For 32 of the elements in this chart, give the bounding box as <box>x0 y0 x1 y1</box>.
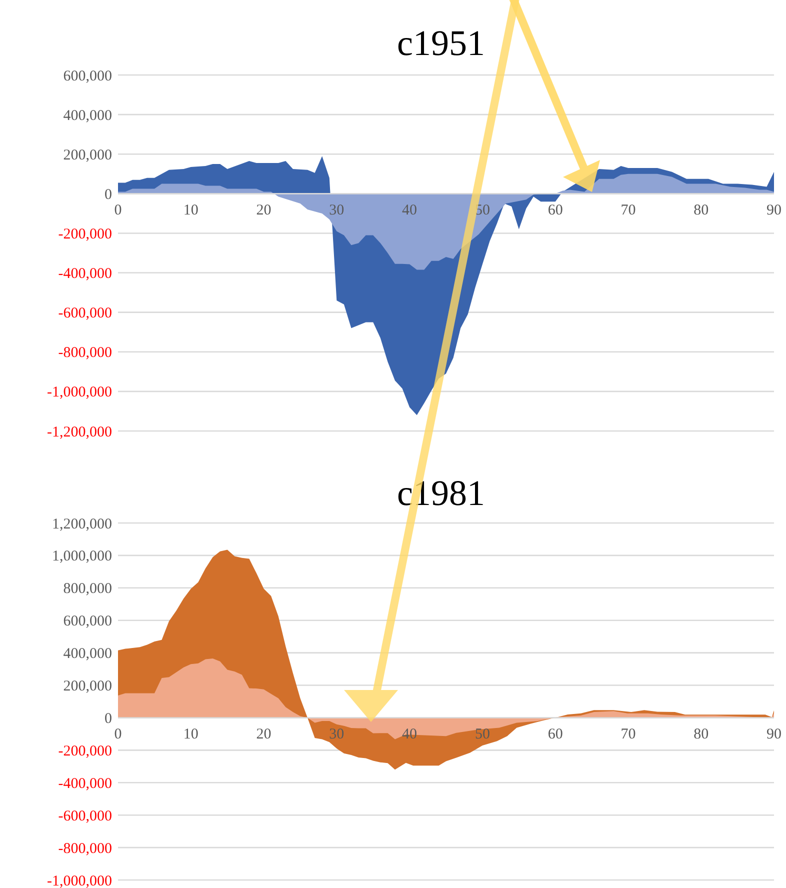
y-tick-label: -1,000,000 <box>47 384 112 401</box>
y-tick-label: -800,000 <box>58 345 112 362</box>
y-tick-label: 1,200,000 <box>52 516 112 532</box>
y-tick-label: 200,000 <box>63 678 112 695</box>
y-tick-label: 1,000,000 <box>52 548 112 565</box>
y-tick-label: 800,000 <box>63 581 112 598</box>
x-tick-label: 70 <box>620 202 636 219</box>
x-tick-label: 80 <box>694 202 709 219</box>
y-tick-label: 200,000 <box>63 147 112 164</box>
y-tick-label: 0 <box>104 186 112 203</box>
chart-title: c1951 <box>397 23 485 63</box>
y-tick-label: -200,000 <box>58 743 112 760</box>
x-tick-label: 10 <box>183 202 198 219</box>
chart-title: c1981 <box>397 473 485 513</box>
y-tick-label: -200,000 <box>58 226 112 242</box>
y-tick-label: 600,000 <box>63 68 112 84</box>
x-tick-label: 20 <box>256 202 272 219</box>
y-tick-label: -400,000 <box>58 266 112 282</box>
x-tick-label: 60 <box>548 202 563 219</box>
y-tick-label: -1,200,000 <box>47 424 112 440</box>
y-tick-label: -400,000 <box>58 776 112 792</box>
y-tick-label: 400,000 <box>63 646 112 662</box>
x-tick-label: 90 <box>766 202 782 219</box>
y-tick-label: 400,000 <box>63 108 112 124</box>
y-tick-label: 600,000 <box>63 614 112 630</box>
y-tick-label: -800,000 <box>58 840 112 857</box>
y-tick-label: -1,000,000 <box>47 873 112 888</box>
x-tick-label: 30 <box>329 202 344 219</box>
y-tick-label: -600,000 <box>58 306 112 322</box>
y-tick-label: -600,000 <box>58 808 112 824</box>
y-tick-label: 0 <box>104 710 112 727</box>
x-tick-label: 40 <box>402 202 418 219</box>
